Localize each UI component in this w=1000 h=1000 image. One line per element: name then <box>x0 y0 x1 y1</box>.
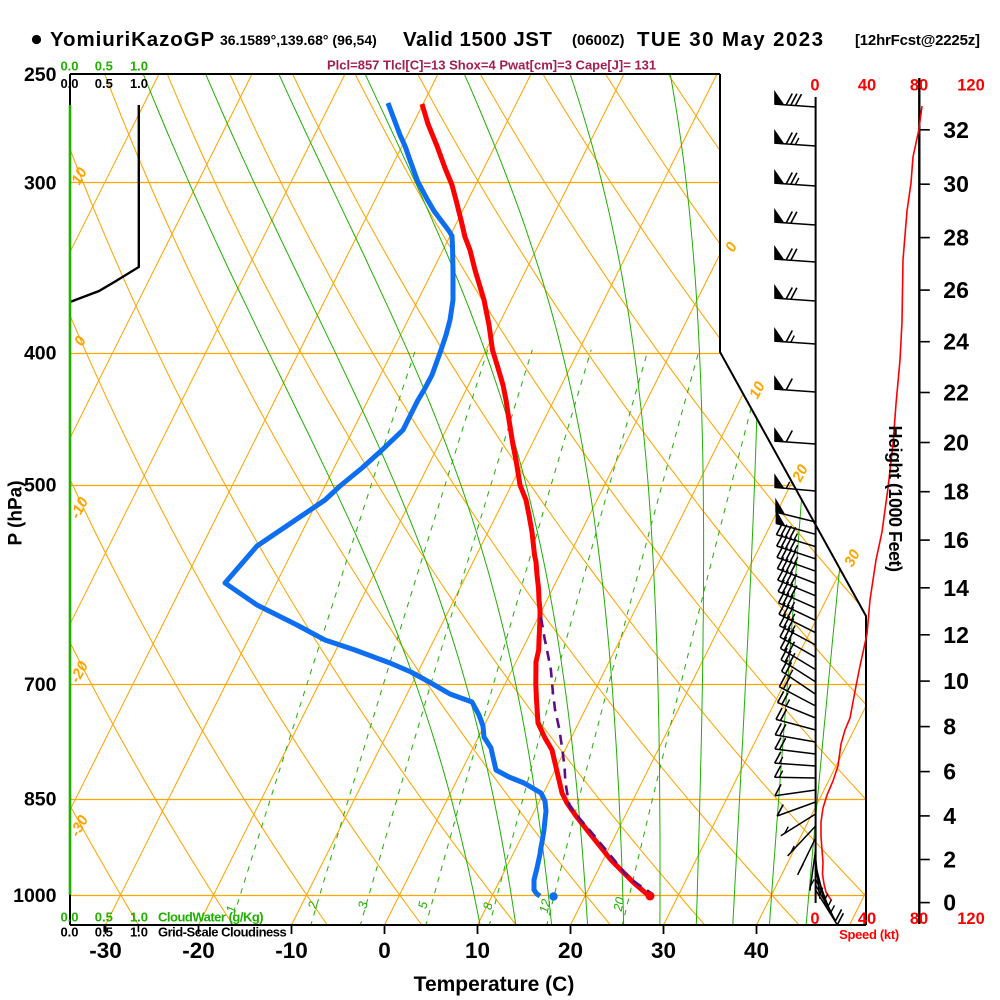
svg-text:20: 20 <box>943 430 969 456</box>
svg-text:2: 2 <box>305 900 320 911</box>
svg-text:4: 4 <box>943 803 956 829</box>
svg-text:40: 40 <box>858 77 876 95</box>
svg-text:5: 5 <box>416 900 431 910</box>
svg-text:Speed (kt): Speed (kt) <box>839 927 899 942</box>
svg-text:CloudWater (g/Kg): CloudWater (g/Kg) <box>158 910 263 925</box>
svg-text:1: 1 <box>224 904 239 914</box>
svg-text:40: 40 <box>744 938 769 963</box>
svg-text:26: 26 <box>943 277 969 303</box>
svg-text:300: 300 <box>24 172 57 194</box>
svg-text:0: 0 <box>810 77 819 95</box>
svg-text:20: 20 <box>611 896 628 914</box>
svg-text:TUE 30 May 2023: TUE 30 May 2023 <box>637 28 824 51</box>
svg-text:40: 40 <box>858 910 876 928</box>
svg-text:-10: -10 <box>275 938 308 963</box>
svg-text:400: 400 <box>24 343 57 365</box>
svg-text:20: 20 <box>558 938 583 963</box>
svg-text:Temperature (C): Temperature (C) <box>414 973 575 996</box>
svg-text:3: 3 <box>356 900 371 910</box>
svg-text:120: 120 <box>957 910 985 928</box>
svg-text:8: 8 <box>481 901 496 911</box>
svg-text:[12hrFcst@2225z]: [12hrFcst@2225z] <box>855 32 980 49</box>
svg-text:1000: 1000 <box>13 885 57 907</box>
svg-text:0.5: 0.5 <box>95 925 113 940</box>
svg-text:-30: -30 <box>89 938 122 963</box>
svg-text:120: 120 <box>957 77 985 95</box>
svg-text:Valid 1500 JST: Valid 1500 JST <box>403 28 552 51</box>
svg-text:Height (1000 Feet): Height (1000 Feet) <box>885 425 905 572</box>
svg-text:1.0: 1.0 <box>130 59 148 74</box>
svg-text:850: 850 <box>24 789 57 811</box>
svg-text:8: 8 <box>943 714 956 740</box>
svg-text:22: 22 <box>943 380 969 406</box>
svg-text:500: 500 <box>24 475 57 497</box>
svg-text:YomiuriKazoGP: YomiuriKazoGP <box>50 28 215 51</box>
svg-text:80: 80 <box>910 910 928 928</box>
svg-text:30: 30 <box>841 546 864 569</box>
svg-text:36.1589°,139.68° (96,54): 36.1589°,139.68° (96,54) <box>220 32 377 48</box>
svg-text:2: 2 <box>943 847 956 873</box>
svg-text:30: 30 <box>943 171 969 197</box>
svg-text:18: 18 <box>943 479 969 505</box>
svg-text:0.5: 0.5 <box>95 59 113 74</box>
svg-text:16: 16 <box>943 527 969 553</box>
svg-text:(0600Z): (0600Z) <box>572 32 625 49</box>
svg-text:10: 10 <box>943 668 969 694</box>
svg-text:30: 30 <box>651 938 676 963</box>
svg-text:6: 6 <box>943 759 956 785</box>
svg-text:1.0: 1.0 <box>130 910 148 925</box>
svg-text:700: 700 <box>24 674 57 696</box>
svg-text:Plcl=857 Tlcl[C]=13 Shox=4 Pwa: Plcl=857 Tlcl[C]=13 Shox=4 Pwat[cm]=3 Ca… <box>327 58 656 73</box>
svg-text:0: 0 <box>810 910 819 928</box>
svg-text:14: 14 <box>943 575 969 601</box>
svg-text:80: 80 <box>910 77 928 95</box>
svg-text:20: 20 <box>789 461 813 485</box>
svg-text:10: 10 <box>465 938 490 963</box>
svg-text:0: 0 <box>943 890 956 916</box>
svg-text:0: 0 <box>378 938 391 963</box>
svg-text:10: 10 <box>746 378 769 401</box>
svg-text:12: 12 <box>537 898 554 915</box>
svg-text:1.0: 1.0 <box>130 76 148 91</box>
svg-text:250: 250 <box>24 64 57 86</box>
svg-text:24: 24 <box>943 329 969 355</box>
svg-text:0.0: 0.0 <box>60 76 78 91</box>
svg-text:P (hPa): P (hPa) <box>6 480 27 545</box>
svg-text:-20: -20 <box>182 938 215 963</box>
svg-text:28: 28 <box>943 225 969 251</box>
svg-text:0.5: 0.5 <box>95 910 113 925</box>
svg-text:0.5: 0.5 <box>95 76 113 91</box>
svg-text:10: 10 <box>68 164 91 187</box>
svg-text:Grid-Scale Cloudiness: Grid-Scale Cloudiness <box>158 925 286 940</box>
svg-text:32: 32 <box>943 117 969 143</box>
svg-text:1.0: 1.0 <box>130 925 148 940</box>
svg-text:12: 12 <box>943 622 969 648</box>
svg-text:0.0: 0.0 <box>60 925 78 940</box>
svg-text:0.0: 0.0 <box>60 59 78 74</box>
svg-text:0.0: 0.0 <box>60 910 78 925</box>
